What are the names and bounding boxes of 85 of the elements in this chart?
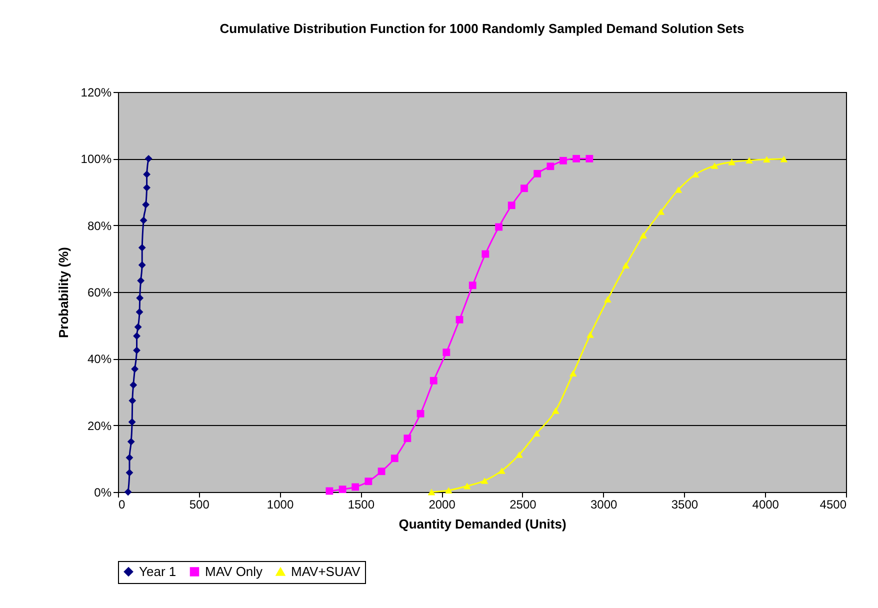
point [133, 346, 140, 354]
x-tick-label: 1000 [266, 498, 294, 512]
y-axis-title: Probability (%) [56, 246, 71, 338]
point [468, 282, 476, 290]
point [127, 438, 135, 446]
point [416, 410, 424, 418]
point [569, 370, 577, 377]
point [140, 216, 148, 224]
point [126, 468, 134, 476]
point [136, 294, 144, 302]
x-tick-label: 2500 [510, 498, 537, 512]
y-tick-label: 120% [80, 86, 112, 100]
point [532, 430, 540, 437]
point [780, 156, 788, 162]
x-tick-label: 2000 [428, 498, 456, 512]
x-axis-title: Quantity Demanded (Units) [398, 516, 566, 532]
point [404, 434, 412, 442]
point [444, 487, 452, 494]
point [674, 186, 682, 193]
point [746, 157, 753, 164]
point [480, 477, 488, 484]
point [534, 170, 542, 178]
legend-label: MAV+SUAV [291, 564, 361, 579]
y-tick-label: 100% [80, 152, 112, 166]
point [124, 488, 132, 496]
y-tick-label: 80% [87, 218, 112, 233]
point [763, 156, 770, 163]
chart-title: Cumulative Distribution Function for 1000 Randomly Sampled Demand Solution Sets [220, 21, 744, 36]
point [352, 483, 360, 491]
point [138, 244, 146, 252]
x-tick-label: 4000 [752, 498, 780, 512]
point [604, 296, 612, 303]
x-tick-label: 1500 [348, 498, 375, 512]
point [128, 396, 136, 404]
point [560, 156, 567, 164]
point [126, 454, 134, 462]
point [552, 407, 560, 414]
point [657, 208, 665, 215]
point [482, 250, 490, 258]
point [495, 223, 503, 231]
point [144, 154, 152, 162]
point [692, 171, 700, 178]
point [430, 376, 438, 384]
y-tick-label: 40% [87, 352, 112, 366]
point [143, 184, 151, 192]
x-tick-label: 4500 [820, 498, 847, 512]
point [390, 454, 398, 462]
point [338, 486, 346, 494]
point [586, 331, 594, 338]
legend-label: MAV Only [205, 564, 264, 579]
point [463, 482, 471, 490]
y-tick-label: 0% [94, 486, 112, 500]
point [138, 261, 146, 269]
point [136, 308, 144, 316]
point [130, 381, 138, 389]
y-tick-label: 20% [87, 418, 112, 433]
point [520, 184, 528, 192]
point [137, 276, 145, 284]
x-tick-label: 500 [189, 498, 210, 512]
point [378, 468, 386, 476]
x-tick-label: 3500 [671, 498, 698, 512]
point [442, 348, 450, 356]
point [586, 154, 594, 162]
legend-label: Year 1 [139, 564, 176, 579]
x-tick-label: 0 [118, 498, 126, 512]
point [142, 200, 150, 208]
x-tick-label: 3000 [590, 498, 618, 512]
point [131, 365, 139, 373]
point [640, 232, 647, 239]
point [326, 487, 334, 495]
point [710, 162, 718, 169]
y-tick-label: 60% [87, 286, 112, 300]
point [516, 451, 523, 458]
point [572, 154, 580, 162]
point [728, 158, 736, 166]
point [508, 202, 516, 210]
point [364, 478, 372, 486]
point [128, 418, 136, 426]
point [498, 467, 506, 474]
point [134, 323, 142, 331]
point [143, 170, 151, 178]
point [428, 488, 436, 496]
point [456, 316, 464, 324]
point [622, 262, 630, 269]
point [546, 162, 554, 170]
